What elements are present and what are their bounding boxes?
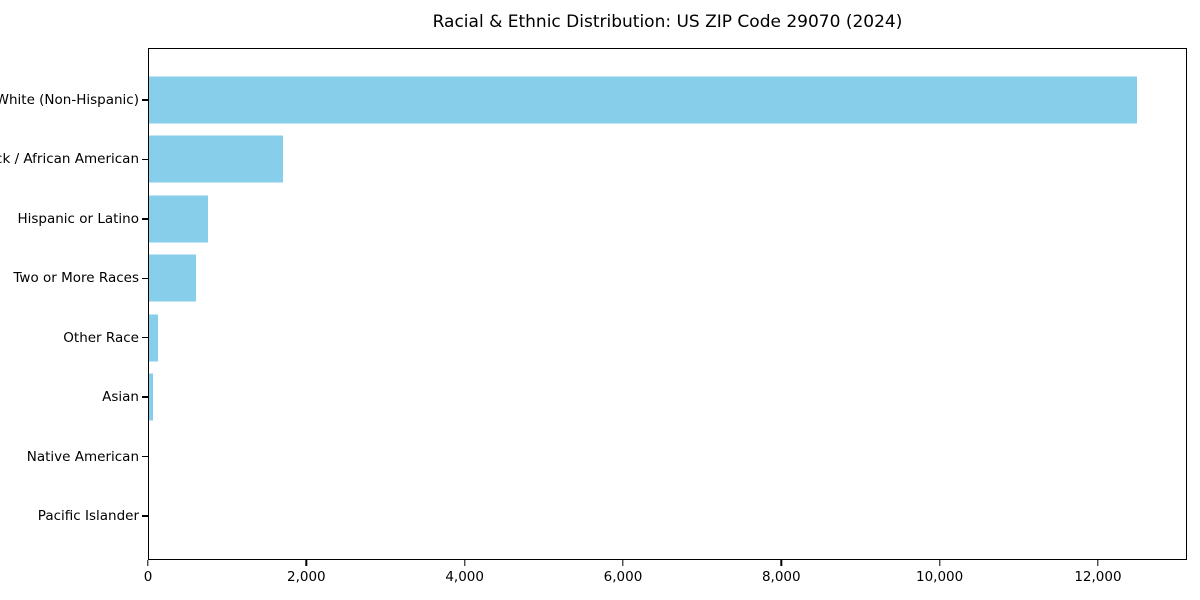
x-tick-mark <box>463 560 466 566</box>
y-tick-mark <box>142 277 148 279</box>
x-tick-label: 12,000 <box>1074 569 1122 585</box>
x-tick-label: 0 <box>143 569 153 585</box>
bar <box>149 254 197 302</box>
chart-row: Other Race <box>63 308 1186 367</box>
chart-row: Hispanic or Latino <box>17 189 1186 248</box>
y-tick-mark <box>142 396 148 398</box>
chart-row: Asian <box>102 367 1186 426</box>
chart-row: White (Non-Hispanic) <box>0 70 1186 129</box>
x-tick-mark <box>622 560 624 566</box>
x-tick-label: 6,000 <box>603 569 643 585</box>
bar <box>149 76 1137 124</box>
plot-area: White (Non-Hispanic) Black / African Amer… <box>0 48 1187 560</box>
y-axis-label: White (Non-Hispanic) <box>0 92 139 108</box>
x-tick-label: 8,000 <box>761 569 801 585</box>
chart-row: Pacific Islander <box>38 486 1186 545</box>
x-tick-label: 4,000 <box>445 569 484 585</box>
x-tick-mark <box>305 560 308 566</box>
chart-row: Black / African American <box>0 130 1186 189</box>
y-axis-label: Two or More Races <box>13 270 139 287</box>
y-axis-label: Other Race <box>63 329 139 346</box>
bar <box>149 314 159 362</box>
y-tick-mark <box>142 337 148 339</box>
chart-title: Racial & Ethnic Distribution: US ZIP Cod… <box>432 12 903 32</box>
y-tick-mark <box>142 515 148 517</box>
chart-row: Two or More Races <box>13 249 1186 308</box>
bar <box>149 373 153 421</box>
x-tick-mark <box>1097 560 1099 566</box>
y-axis-label: Native American <box>26 448 139 465</box>
x-tick-mark <box>780 560 782 566</box>
x-tick-label: 10,000 <box>915 569 964 585</box>
bar <box>149 195 209 243</box>
y-tick-mark <box>142 455 148 458</box>
chart-row: Native American <box>27 427 1186 486</box>
x-tick-label: 2,000 <box>286 569 326 585</box>
y-axis-label: Pacific Islander <box>37 508 139 524</box>
y-tick-mark <box>142 158 148 161</box>
bar <box>149 135 284 183</box>
x-axis: 0 2,000 4,000 6,000 8,000 10,000 12,000 <box>144 560 1187 592</box>
y-tick-mark <box>142 99 148 101</box>
y-axis-label: Hispanic or Latino <box>17 210 139 227</box>
y-axis-label: Asian <box>102 389 139 406</box>
y-tick-mark <box>142 218 148 220</box>
x-tick-mark <box>147 560 149 566</box>
x-tick-mark <box>938 560 941 566</box>
y-axis-label: Black / African American <box>0 151 139 168</box>
